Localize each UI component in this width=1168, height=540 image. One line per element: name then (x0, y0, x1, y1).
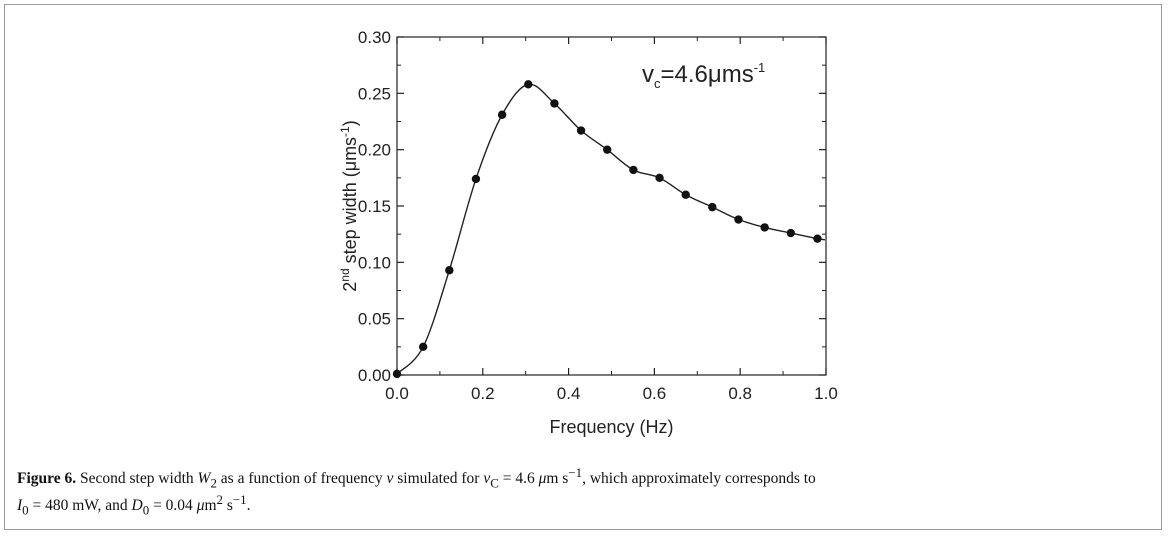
data-point (786, 228, 796, 238)
y-tick-label: 0.25 (358, 84, 391, 103)
caption-text-6: . (246, 497, 251, 515)
y-axis-label-end: ) (340, 120, 360, 126)
caption-mu-2: μ (196, 497, 205, 515)
y-tick-label: 0.10 (358, 253, 391, 272)
caption-d0-value: = 0.04 (149, 497, 197, 515)
caption-text-1: Second step width (76, 470, 198, 488)
data-point (629, 165, 638, 175)
ticks: 0.0 0.2 0.4 0.6 0.8 1.0 0.00 0.05 0.10 0.15 0.20 0.… (358, 28, 838, 403)
data-point (603, 145, 612, 154)
y-tick-label: 0.20 (358, 141, 391, 160)
caption-d0-unit: m (204, 497, 217, 515)
caption-vc: v (483, 470, 491, 488)
caption-d0-unit-2: s (222, 497, 233, 515)
caption-vc-value: = 4.6 (498, 470, 539, 488)
caption-text-5: , and (97, 497, 132, 515)
caption-nu: ν (386, 470, 394, 488)
caption-i0-sub: 0 (22, 502, 29, 518)
x-tick-label: 0.2 (471, 384, 495, 403)
caption-text-3: simulated for (393, 470, 484, 488)
data-point (418, 342, 428, 352)
data-point (734, 215, 743, 224)
x-tick-label: 0.6 (643, 384, 667, 403)
chart: 0.0 0.2 0.4 0.6 0.8 1.0 0.00 0.05 0.10 0.15 0.20 0.… (338, 28, 838, 437)
caption-label: Figure 6. (17, 470, 77, 488)
x-tick-label: 1.0 (814, 384, 838, 403)
y-tick-label: 0.15 (358, 197, 391, 216)
data-point (813, 234, 822, 243)
data-points (392, 80, 822, 379)
data-point (445, 266, 454, 275)
data-point (471, 174, 481, 184)
caption-i0-value: = 480 mW (28, 497, 98, 515)
x-axis-label: Frequency (Hz) (549, 417, 673, 437)
data-point (392, 369, 402, 379)
x-tick-label: 0.0 (385, 384, 409, 403)
caption-d0-unit-exp: 2 (216, 492, 223, 508)
annotation-value: =4.6μms (661, 61, 754, 88)
data-point (681, 190, 690, 199)
data-point (760, 223, 769, 232)
y-axis-label-exp: -1 (338, 126, 352, 137)
y-axis-label-sup: nd (338, 268, 352, 281)
velocity-annotation: vc=4.6μms-1 (642, 60, 765, 91)
caption-mu-1: μ (538, 470, 547, 488)
y-tick-label: 0.00 (358, 366, 391, 385)
caption-vc-sub: C (490, 475, 499, 491)
data-point (655, 173, 664, 183)
annotation-sub: c (654, 76, 661, 91)
data-point (576, 126, 586, 135)
annotation-main: v (642, 61, 654, 88)
caption-vc-unit: m s (546, 470, 569, 488)
data-point (708, 202, 717, 212)
caption-w2: W (197, 470, 211, 488)
axes (396, 36, 827, 376)
caption-d0-sub: 0 (142, 502, 150, 518)
caption-i0: I (17, 497, 23, 515)
caption-d0-unit-2-exp: −1 (232, 492, 247, 508)
figure-caption: Figure 6. Second step width W2 as a func… (17, 464, 1137, 519)
caption-text-4: , which approximately corresponds to (582, 470, 816, 488)
data-point (524, 80, 533, 89)
x-tick-label: 0.4 (557, 384, 581, 403)
y-axis-label: 2nd step width (μms-1) (338, 120, 360, 291)
data-point (497, 110, 507, 119)
y-tick-label: 0.30 (358, 28, 391, 47)
annotation-exp: -1 (754, 60, 766, 75)
y-tick-label: 0.05 (358, 310, 391, 329)
caption-text-2: as a function of frequency (216, 470, 387, 488)
caption-vc-unit-exp: −1 (568, 465, 583, 480)
caption-d0: D (131, 497, 143, 515)
x-tick-label: 0.8 (728, 384, 752, 403)
y-axis-label-prefix: 2 (340, 282, 360, 292)
plot-frame (396, 36, 827, 376)
caption-w2-sub: 2 (210, 475, 217, 491)
data-point (550, 99, 559, 108)
y-axis-label-main: step width (μms (340, 137, 360, 268)
figure-frame (4, 4, 1162, 530)
